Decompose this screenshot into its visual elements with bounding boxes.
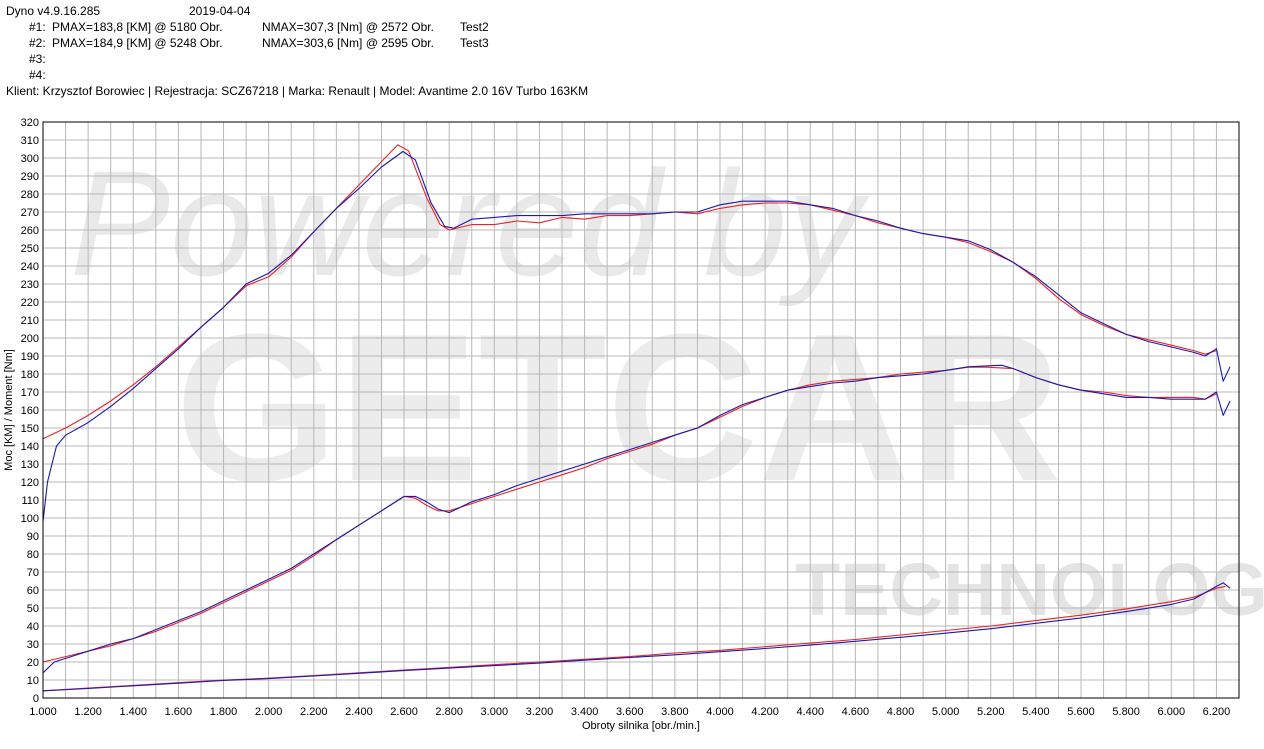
x-tick-label: 3.200 — [526, 706, 554, 718]
x-tick-label: 5.000 — [932, 706, 960, 718]
y-tick-label: 250 — [21, 243, 39, 255]
y-tick-label: 200 — [21, 333, 39, 345]
x-tick-label: 2.400 — [345, 706, 373, 718]
y-tick-label: 170 — [21, 387, 39, 399]
watermark: Powered by GETCAR TECHNOLOGY — [70, 139, 1264, 631]
run-1-pmax: PMAX=183,8 [KM] @ 5180 Obr. — [52, 20, 223, 34]
watermark-brand: GETCAR — [175, 290, 1062, 525]
x-tick-label: 4.000 — [706, 706, 734, 718]
series-line-6 — [42, 582, 1231, 692]
y-tick-label: 0 — [33, 693, 39, 705]
run-1-name: Test2 — [460, 20, 489, 34]
y-tick-label: 60 — [27, 585, 39, 597]
x-tick-label: 2.800 — [435, 706, 463, 718]
app-version: Dyno v4.9.16.285 — [6, 4, 101, 18]
x-tick-label: 3.600 — [616, 706, 644, 718]
y-tick-label: 80 — [27, 549, 39, 561]
run-1-nmax: NMAX=307,3 [Nm] @ 2572 Obr. — [262, 20, 434, 34]
y-axis-label: Moc [KM] / Moment [Nm] — [3, 349, 15, 471]
y-tick-label: 180 — [21, 369, 39, 381]
y-tick-label: 30 — [27, 639, 39, 651]
x-tick-label: 1.600 — [165, 706, 193, 718]
y-tick-label: 300 — [21, 153, 39, 165]
watermark-powered: Powered by — [70, 139, 870, 307]
x-tick-label: 6.200 — [1203, 706, 1231, 718]
x-tick-label: 5.400 — [1022, 706, 1050, 718]
y-tick-label: 230 — [21, 279, 39, 291]
x-tick-labels: 1.000 1.200 1.400 1.600 1.800 2.000 2.200 2.400… — [29, 706, 1230, 718]
x-tick-label: 3.000 — [481, 706, 509, 718]
y-tick-labels: 0 10 20 30 40 50 60 70 80 90 100 110 120 130 140 150 160… — [21, 117, 39, 705]
y-tick-label: 260 — [21, 225, 39, 237]
test-date: 2019-04-04 — [189, 4, 251, 18]
x-tick-label: 2.000 — [255, 706, 283, 718]
x-axis-label: Obroty silnika [obr./min.] — [582, 720, 700, 732]
run-2-name: Test3 — [460, 36, 489, 50]
y-tick-label: 50 — [27, 603, 39, 615]
y-tick-label: 100 — [21, 513, 39, 525]
x-tick-label: 1.800 — [210, 706, 238, 718]
series-line-1 — [42, 144, 1217, 440]
y-tick-label: 320 — [21, 117, 39, 129]
y-tick-label: 210 — [21, 315, 39, 327]
y-tick-label: 120 — [21, 477, 39, 489]
y-tick-label: 10 — [27, 675, 39, 687]
y-tick-label: 290 — [21, 171, 39, 183]
run-2-nmax: NMAX=303,6 [Nm] @ 2595 Obr. — [262, 36, 434, 50]
y-tick-label: 190 — [21, 351, 39, 363]
y-tick-label: 150 — [21, 423, 39, 435]
x-tick-label: 4.200 — [751, 706, 779, 718]
y-tick-label: 40 — [27, 621, 39, 633]
series-line-2 — [42, 150, 1231, 522]
x-tick-label: 4.400 — [796, 706, 824, 718]
y-tick-label: 90 — [27, 531, 39, 543]
plot-frame — [42, 121, 1240, 699]
x-tick-label: 1.200 — [74, 706, 102, 718]
run-2-id: #2: — [29, 36, 46, 50]
series-line-4 — [42, 364, 1231, 674]
x-tick-label: 2.200 — [300, 706, 328, 718]
x-tick-label: 5.200 — [977, 706, 1005, 718]
run-2-pmax: PMAX=184,9 [KM] @ 5248 Obr. — [52, 36, 223, 50]
x-tick-label: 4.600 — [842, 706, 870, 718]
y-tick-label: 270 — [21, 207, 39, 219]
x-tick-label: 3.400 — [571, 706, 599, 718]
x-tick-label: 1.400 — [119, 706, 147, 718]
y-tick-label: 220 — [21, 297, 39, 309]
run-3-id: #3: — [29, 52, 46, 66]
y-tick-label: 310 — [21, 135, 39, 147]
x-tick-label: 3.800 — [661, 706, 689, 718]
y-tick-label: 130 — [21, 459, 39, 471]
y-tick-label: 280 — [21, 189, 39, 201]
run-4-id: #4: — [29, 68, 46, 82]
y-tick-label: 240 — [21, 261, 39, 273]
x-tick-label: 5.600 — [1067, 706, 1095, 718]
series-group — [42, 144, 1231, 692]
y-tick-label: 110 — [21, 495, 39, 507]
y-tick-label: 20 — [27, 657, 39, 669]
x-tick-label: 1.000 — [29, 706, 57, 718]
y-tick-label: 70 — [27, 567, 39, 579]
y-tick-label: 160 — [21, 405, 39, 417]
client-line: Klient: Krzysztof Borowiec | Rejestracja… — [6, 84, 589, 98]
x-tick-label: 2.600 — [390, 706, 418, 718]
x-tick-label: 6.000 — [1158, 706, 1186, 718]
run-1-id: #1: — [29, 20, 46, 34]
y-tick-label: 140 — [21, 441, 39, 453]
x-tick-label: 5.800 — [1112, 706, 1140, 718]
x-tick-label: 4.800 — [887, 706, 915, 718]
